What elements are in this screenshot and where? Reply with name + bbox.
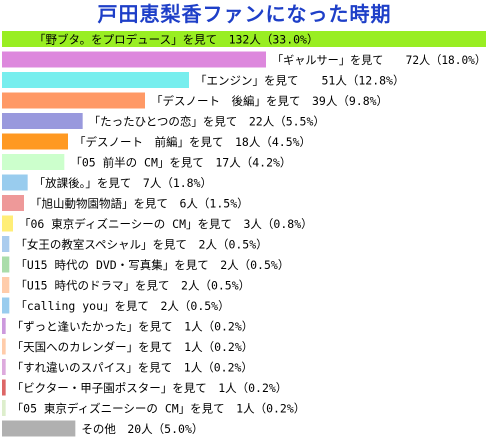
bar-label-13: 「U15 時代のドラマ」を見て 2人（0.5%） bbox=[15, 279, 250, 293]
bar-label-9: 「旭山動物園物語」を見て 6人（1.5%） bbox=[30, 197, 249, 211]
bar-17 bbox=[2, 359, 6, 375]
bar-19 bbox=[2, 400, 6, 416]
bar-label-2: 「ギャルサー」を見て 72人（18.0%） bbox=[272, 53, 486, 67]
bar-7 bbox=[2, 154, 65, 170]
bar-5 bbox=[2, 113, 83, 129]
bar-label-12: 「U15 時代の DVD・写真集」を見て 2人（0.5%） bbox=[15, 258, 289, 272]
bar-label-16: 「天国へのカレンダー」を見て 1人（0.2%） bbox=[12, 340, 254, 354]
bar-label-14: 「calling you」を見て 2人（0.5%） bbox=[15, 299, 229, 313]
bar-4 bbox=[2, 92, 145, 109]
bar-label-8: 「放課後。」を見て 7人（1.8%） bbox=[34, 176, 212, 190]
bar-label-7: 「05 前半の CM」を見て 17人（4.2%） bbox=[70, 156, 291, 170]
bar-label-18: 「ビクター・甲子園ポスター」を見て 1人（0.2%） bbox=[12, 381, 288, 395]
bar-6 bbox=[2, 133, 68, 150]
bar-label-3: 「エンジン」を見て 51人（12.8%） bbox=[195, 74, 404, 88]
bar-16 bbox=[2, 338, 6, 355]
bar-label-17: 「すれ違いのスパイス」を見て 1人（0.2%） bbox=[12, 361, 253, 375]
bar-10 bbox=[2, 215, 13, 232]
bar-label-20: その他 20人（5.0%） bbox=[81, 422, 203, 436]
bar-13 bbox=[2, 277, 10, 293]
bar-label-10: 「06 東京ディズニーシーの CM」を見て 3人（0.8%） bbox=[19, 217, 313, 231]
bar-8 bbox=[2, 174, 28, 191]
bar-label-1: 「野ブタ。をプロデュース」を見て 132人（33.0%） bbox=[34, 33, 318, 47]
bar-2 bbox=[2, 51, 266, 68]
bar-3 bbox=[2, 72, 189, 88]
bar-18 bbox=[2, 379, 6, 396]
bar-label-4: 「デスノート 後編」を見て 39人（9.8%） bbox=[151, 94, 388, 108]
bar-15 bbox=[2, 318, 6, 334]
chart-title: 戸田恵梨香ファンになった時期 bbox=[97, 2, 392, 26]
bar-label-6: 「デスノート 前編」を見て 18人（4.5%） bbox=[74, 135, 311, 149]
bar-label-5: 「たったひとつの恋」を見て 22人（5.5%） bbox=[89, 115, 325, 129]
bar-14 bbox=[2, 297, 10, 314]
bar-label-19: 「05 東京ディズニーシーの CM」を見て 1人（0.2%） bbox=[12, 402, 306, 416]
bar-1 bbox=[2, 31, 486, 47]
bar-20 bbox=[2, 420, 76, 437]
bar-9 bbox=[2, 195, 24, 211]
bar-label-15: 「ずっと逢いたかった」を見て 1人（0.2%） bbox=[12, 320, 254, 334]
bar-11 bbox=[2, 236, 10, 252]
bar-12 bbox=[2, 256, 10, 273]
bar-label-11: 「女王の教室スペシャル」を見て 2人（0.5%） bbox=[15, 238, 267, 252]
